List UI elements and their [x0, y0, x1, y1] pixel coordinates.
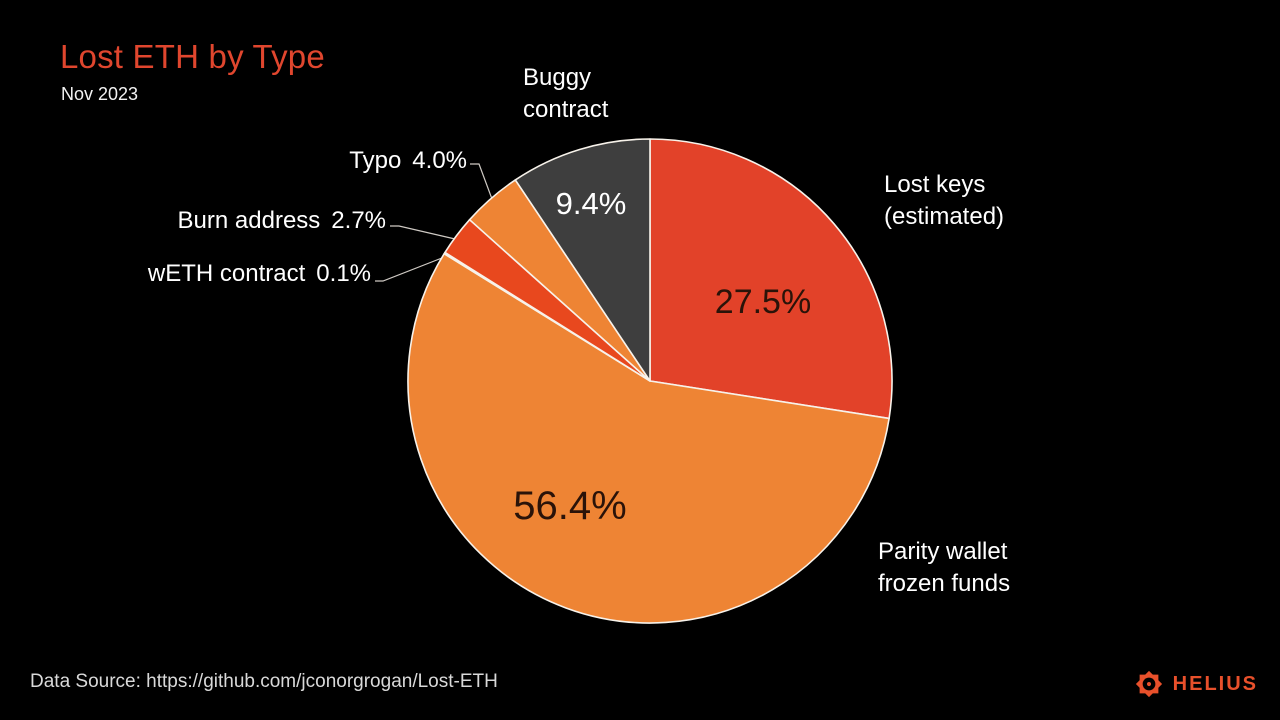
slice-label-line: contract — [523, 96, 609, 123]
slice-label-parity-wallet: Parity wallet frozen funds — [878, 536, 1010, 600]
helius-sunburst-icon — [1135, 670, 1162, 698]
pie-inside-label-lost-keys: 27.5% — [715, 283, 811, 321]
brand-logo: HELIUS — [1134, 669, 1258, 699]
slice-label-lost-keys: Lost keys (estimated) — [884, 169, 1004, 233]
slice-percent: 0.1% — [316, 260, 371, 287]
page-title: Lost ETH by Type — [60, 38, 325, 75]
slice-label-line: Buggy — [523, 64, 592, 91]
pie-inside-label-parity: 56.4% — [513, 484, 626, 528]
slice-label-typo: Typo 4.0% — [349, 145, 467, 177]
slice-label-buggy-contract: Buggy contract — [523, 62, 608, 126]
slice-label-line: (estimated) — [884, 203, 1005, 230]
pie-slice-lost-keys — [649, 138, 893, 420]
slice-percent: 4.0% — [412, 147, 467, 174]
pie-inside-label-buggy: 9.4% — [556, 186, 627, 221]
slice-label-text: wETH contract — [147, 260, 306, 287]
slice-label-text: Burn address — [177, 207, 321, 234]
data-source-text: Data Source: https://github.com/jconorgr… — [30, 671, 498, 692]
leader-line — [470, 163, 493, 200]
slice-label-weth-contract: wETH contract 0.1% — [148, 258, 371, 290]
pie-slice-parity — [407, 252, 890, 624]
slice-label-line: Lost keys — [884, 171, 986, 198]
leader-line — [375, 255, 448, 282]
slice-label-line: Parity wallet — [878, 538, 1008, 565]
slice-label-line: frozen funds — [878, 570, 1011, 597]
slice-label-text: Typo — [349, 147, 402, 174]
brand-name: HELIUS — [1172, 672, 1258, 695]
leader-line — [390, 225, 456, 240]
page-subtitle: Nov 2023 — [61, 84, 139, 104]
slice-label-burn-address: Burn address 2.7% — [178, 205, 386, 237]
slice-percent: 2.7% — [331, 207, 386, 234]
pie-slice-buggy — [514, 138, 651, 382]
